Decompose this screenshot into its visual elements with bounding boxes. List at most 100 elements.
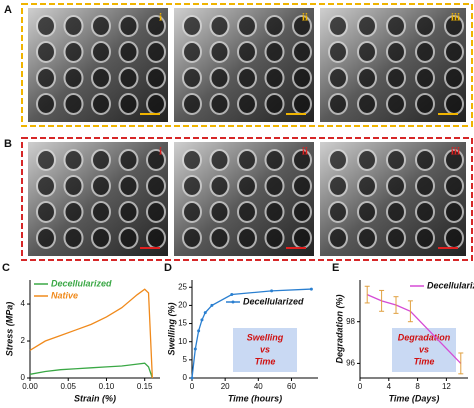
panel-label: A <box>4 4 12 16</box>
pore <box>118 93 139 115</box>
annotation-box <box>392 328 456 372</box>
panel-label: C <box>2 262 10 274</box>
pore <box>118 149 139 171</box>
pore <box>63 175 84 197</box>
pore <box>264 67 285 89</box>
panel-label: D <box>164 262 172 274</box>
y-tick-label: 4 <box>21 299 26 308</box>
legend-marker <box>231 300 235 304</box>
pore <box>146 201 166 223</box>
pore <box>328 67 348 89</box>
pore <box>91 93 111 115</box>
pore <box>182 41 202 63</box>
image-label: i <box>159 12 162 24</box>
pore <box>444 67 464 89</box>
y-tick-label: 0 <box>183 373 188 382</box>
pore <box>237 175 257 197</box>
pore <box>444 201 464 223</box>
pore <box>415 93 435 115</box>
panel-frame <box>21 137 473 261</box>
pore <box>357 41 377 63</box>
pore <box>182 149 202 171</box>
x-tick-label: 0.10 <box>99 382 115 391</box>
pore <box>209 15 230 37</box>
pore <box>237 149 257 171</box>
x-tick-label: 0.00 <box>22 382 38 391</box>
pore <box>444 175 464 197</box>
y-axis-label: Swelling (%) <box>166 302 176 355</box>
pore <box>182 67 202 89</box>
pore <box>237 67 257 89</box>
pore <box>146 149 166 171</box>
x-tick-label: 8 <box>415 382 420 391</box>
pore <box>63 67 84 89</box>
pore <box>118 175 139 197</box>
pore <box>357 175 377 197</box>
pore <box>63 93 84 115</box>
pore <box>415 67 435 89</box>
marker <box>193 347 197 351</box>
pore <box>91 175 111 197</box>
pore <box>182 175 202 197</box>
pore <box>91 67 111 89</box>
pore <box>237 201 257 223</box>
annotation: Degradation <box>398 332 451 342</box>
pore <box>91 149 111 171</box>
pore <box>182 227 202 249</box>
x-tick-label: 0 <box>358 382 363 391</box>
pore <box>328 149 348 171</box>
y-tick-label: 0 <box>21 373 26 382</box>
pore <box>182 15 202 37</box>
annotation: vs <box>419 344 429 354</box>
pore <box>237 93 257 115</box>
annotation: Time <box>414 356 435 366</box>
annotation: Time <box>255 356 276 366</box>
pore <box>444 93 464 115</box>
legend-label: Native <box>51 290 78 300</box>
pore <box>444 149 464 171</box>
x-tick-label: 40 <box>254 382 263 391</box>
pore <box>146 175 166 197</box>
image-label: i <box>159 146 162 158</box>
pore <box>386 227 406 249</box>
pore <box>328 227 348 249</box>
pore <box>292 67 312 89</box>
annotation: vs <box>260 344 270 354</box>
pore <box>328 201 348 223</box>
x-tick-label: 0 <box>190 382 195 391</box>
pore <box>209 201 230 223</box>
pore <box>146 67 166 89</box>
pore <box>264 201 285 223</box>
pore <box>146 41 166 63</box>
pore <box>386 93 406 115</box>
pore <box>264 149 285 171</box>
pore <box>292 201 312 223</box>
marker <box>210 303 214 307</box>
pore <box>292 175 312 197</box>
pore <box>328 93 348 115</box>
marker <box>270 289 274 293</box>
x-axis-label: Strain (%) <box>74 393 116 403</box>
pore <box>36 227 56 249</box>
pore <box>209 149 230 171</box>
pore <box>209 175 230 197</box>
pore <box>386 67 406 89</box>
pore <box>386 175 406 197</box>
pore <box>237 15 257 37</box>
pore <box>63 149 84 171</box>
y-tick-label: 98 <box>346 317 355 326</box>
pore <box>118 15 139 37</box>
legend-label: Decellularized <box>51 278 112 288</box>
pore <box>357 227 377 249</box>
y-tick-label: 96 <box>346 359 355 368</box>
line <box>29 288 154 379</box>
pore <box>444 15 464 37</box>
pore <box>118 227 139 249</box>
x-axis-label: Time (hours) <box>228 393 282 403</box>
pore <box>328 15 348 37</box>
x-tick-label: 60 <box>287 382 296 391</box>
y-tick-label: 15 <box>178 319 187 328</box>
marker <box>197 329 201 333</box>
legend-label: Decellularized <box>427 280 474 290</box>
